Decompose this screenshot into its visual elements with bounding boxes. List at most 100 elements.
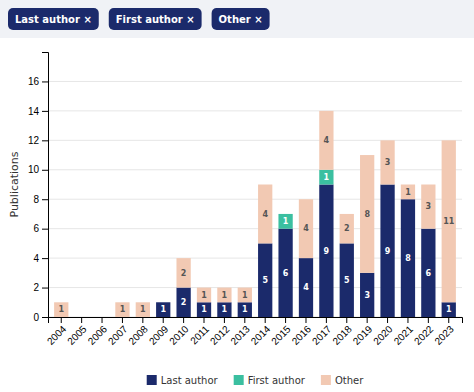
data-label: 1: [242, 291, 248, 300]
grid-line: [48, 110, 462, 111]
bar: [319, 111, 333, 170]
bar: [176, 288, 190, 317]
data-label: 2: [181, 298, 187, 307]
bar: [217, 302, 231, 317]
tick-mark: [42, 140, 48, 141]
data-labels: 1211156495398611111121114442831311: [58, 136, 454, 314]
data-label: 3: [426, 202, 432, 211]
data-label: 6: [426, 269, 432, 278]
tick-label: 2014: [249, 323, 273, 347]
legend-swatch: [147, 375, 157, 385]
bar: [380, 185, 394, 318]
bar: [238, 302, 252, 317]
bar: [319, 170, 333, 185]
bar: [278, 229, 292, 317]
tick-mark: [204, 317, 205, 323]
header: Last author ×First author ×Other ×: [0, 0, 474, 38]
bar: [340, 243, 354, 317]
header-background: [0, 0, 474, 38]
tick: 2007: [106, 317, 130, 347]
bar: [197, 302, 211, 317]
tick-mark: [102, 317, 103, 323]
tick-mark: [42, 81, 48, 82]
tick: 2017: [310, 317, 334, 347]
tick: 14: [28, 106, 48, 117]
axis-line: [49, 318, 463, 324]
legend: Last author First author Other: [147, 375, 364, 386]
tick: 2: [33, 282, 48, 293]
tick-label: 2: [33, 282, 39, 293]
legend-swatch: [321, 375, 331, 385]
data-label: 4: [324, 136, 330, 145]
bar: [54, 302, 68, 317]
tick: 12: [28, 135, 48, 146]
tick-label: 14: [28, 106, 40, 117]
bar: [401, 199, 415, 317]
tick: 6: [33, 223, 48, 234]
chart: Last author ×First author ×Other ×024681…: [0, 0, 474, 392]
tick-label: 6: [33, 223, 39, 234]
data-label: 8: [405, 254, 411, 263]
tick: 16: [28, 76, 48, 87]
tick-mark: [367, 317, 368, 323]
bar: [299, 199, 313, 258]
tag: Other ×: [212, 8, 270, 30]
tick-label: 8: [33, 194, 39, 205]
tick-mark: [265, 317, 266, 323]
bar: [299, 258, 313, 317]
tick: 2020: [371, 317, 395, 347]
data-label: 4: [262, 210, 268, 219]
tick: 2008: [126, 317, 150, 347]
bar: [95, 317, 109, 318]
bar: [75, 317, 89, 318]
data-label: 1: [201, 291, 207, 300]
tick-label: 2016: [290, 323, 314, 347]
tick-label: 16: [28, 76, 40, 87]
legend-item: Other: [321, 375, 364, 386]
bar: [401, 185, 415, 200]
bar: [136, 302, 150, 317]
tick-label: 2023: [432, 323, 456, 347]
data-label: 1: [222, 305, 228, 314]
bar: [95, 317, 109, 318]
data-label: 1: [283, 217, 289, 226]
bar: [278, 213, 292, 214]
bar: [360, 155, 374, 273]
data-label: 9: [385, 247, 391, 256]
data-label: 1: [446, 305, 452, 314]
tick-label: 2011: [188, 323, 211, 346]
tick: 4: [33, 253, 48, 264]
bar: [340, 214, 354, 243]
tick-label: 2010: [167, 323, 191, 347]
data-label: 1: [140, 305, 146, 314]
bar: [115, 302, 129, 317]
tick: 2015: [269, 317, 293, 347]
data-label: 1: [160, 305, 166, 314]
tick-label: 2004: [45, 323, 69, 347]
legend-label: First author: [248, 375, 306, 386]
tick: 2019: [351, 317, 375, 347]
grid-line: [48, 228, 462, 229]
data-label: 1: [222, 291, 228, 300]
grid-line: [48, 140, 462, 141]
tag-box: [109, 8, 202, 30]
tick-label: 2005: [65, 323, 89, 347]
bar: [75, 317, 89, 318]
grid-line: [48, 258, 462, 259]
bar: [156, 302, 170, 303]
data-label: 1: [58, 305, 64, 314]
bar: [95, 317, 109, 318]
bar: [421, 229, 435, 317]
bars: [54, 111, 456, 317]
legend-item: Last author: [147, 375, 219, 386]
bar: [360, 273, 374, 317]
tick-mark: [407, 317, 408, 323]
y-axis: 0246810121416: [28, 53, 49, 323]
tick-label: 2007: [106, 323, 130, 347]
tick-mark: [142, 317, 143, 323]
bar: [75, 317, 89, 318]
bar: [319, 185, 333, 318]
tick-label: 2015: [269, 323, 293, 347]
x-axis: 2004200520062007200820092010201120122013…: [45, 317, 463, 347]
tick-mark: [42, 111, 48, 112]
